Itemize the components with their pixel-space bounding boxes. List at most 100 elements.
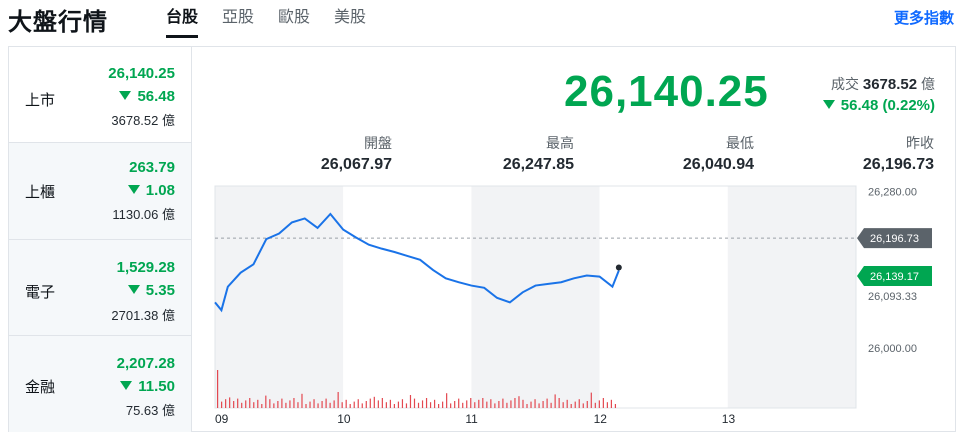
volume-bar	[421, 400, 424, 408]
volume-bar	[450, 403, 452, 408]
volume-bar	[225, 399, 227, 408]
volume-bar	[313, 399, 315, 408]
volume-bar	[397, 401, 400, 408]
volume-bar	[305, 404, 307, 408]
volume-bar	[257, 399, 259, 408]
volume-bar	[241, 402, 243, 408]
tab-europe[interactable]: 歐股	[278, 9, 311, 26]
sidebar-item-price: 263.79	[129, 159, 175, 176]
more-indices-link[interactable]: 更多指數	[893, 10, 954, 27]
volume-bar	[385, 402, 387, 408]
volume-bar	[433, 399, 436, 408]
sidebar-item-listed[interactable]: 上市 26,140.25 56.48 3678.52 億	[9, 47, 191, 143]
volume-bar	[526, 404, 528, 408]
stat-open: 開盤 26,067.97	[232, 133, 392, 174]
prev-close-tag	[857, 228, 932, 249]
volume-bar	[610, 399, 612, 408]
volume-bar	[502, 398, 504, 408]
down-arrow-icon	[119, 91, 132, 100]
volume-bar	[534, 399, 536, 408]
volume-bar	[369, 398, 371, 408]
volume-bar	[365, 401, 367, 408]
volume-bar	[494, 403, 496, 408]
last-price-dot	[615, 264, 622, 271]
volume-bar	[474, 402, 476, 408]
volume-bar	[273, 403, 275, 408]
trade-volume: 成交 3678.52 億	[831, 74, 935, 94]
y-tick-label: 26,280.00	[868, 187, 917, 199]
volume-bar	[345, 399, 347, 408]
sidebar-item-volume: 2701.38 億	[111, 308, 175, 323]
hour-band	[727, 186, 856, 408]
volume-bar	[425, 398, 428, 408]
stat-value: 26,247.85	[502, 156, 574, 173]
stat-prev-close: 昨收 26,196.73	[774, 133, 934, 174]
stat-value: 26,067.97	[320, 156, 392, 173]
volume-bar	[506, 402, 508, 408]
volume-value: 3678.52	[862, 76, 918, 93]
volume-bar	[486, 401, 488, 408]
volume-bar	[229, 397, 231, 408]
volume-bar	[389, 399, 391, 408]
volume-bar	[405, 403, 408, 408]
hour-band	[471, 186, 600, 408]
volume-bar	[598, 400, 600, 408]
volume-bar	[333, 400, 335, 408]
hour-band	[599, 186, 728, 408]
volume-bar	[590, 392, 592, 408]
sidebar-item-price: 26,140.25	[108, 65, 175, 82]
tab-us[interactable]: 美股	[334, 9, 367, 26]
sidebar-item-otc[interactable]: 上櫃 263.79 1.08 1130.06 億	[9, 143, 191, 240]
volume-bar	[337, 392, 339, 408]
sidebar-item-volume: 75.63 億	[125, 403, 175, 418]
volume-bar	[466, 400, 468, 408]
stat-value: 26,196.73	[862, 156, 934, 173]
sidebar-item-finance[interactable]: 金融 2,207.28 11.50 75.63 億	[9, 336, 191, 432]
tab-asia[interactable]: 亞股	[222, 9, 255, 26]
volume-bar	[381, 398, 383, 408]
volume-bar	[321, 401, 323, 408]
volume-bar	[546, 398, 548, 408]
sidebar-item-change: 56.48	[137, 88, 175, 105]
volume-bar	[490, 399, 492, 408]
hour-band	[215, 186, 344, 408]
volume-bar	[482, 398, 484, 408]
volume-bar	[353, 401, 355, 408]
sidebar-item-price: 1,529.28	[116, 259, 175, 276]
volume-bar	[237, 398, 239, 408]
volume-bar	[409, 395, 412, 408]
volume-bar	[498, 401, 500, 408]
volume-bar	[550, 402, 552, 408]
volume-bar	[341, 402, 343, 408]
volume-bar	[417, 402, 420, 408]
volume-bar	[317, 403, 319, 408]
volume-bar	[221, 401, 223, 408]
x-tick-label: 10	[337, 412, 351, 426]
tab-taiwan[interactable]: 台股	[166, 8, 199, 38]
down-arrow-icon	[127, 185, 140, 194]
sidebar-item-electronics[interactable]: 電子 1,529.28 5.35 2701.38 億	[9, 240, 191, 336]
volume-bar	[429, 402, 432, 408]
volume-bar	[606, 402, 608, 408]
volume-bar	[309, 401, 311, 408]
volume-bar	[438, 404, 440, 408]
volume-label: 成交	[830, 76, 859, 92]
volume-bar	[470, 398, 472, 408]
volume-bar	[361, 403, 363, 408]
volume-bar	[574, 401, 576, 408]
hour-band	[343, 186, 472, 408]
sidebar-item-name: 電子	[25, 284, 56, 301]
volume-bar	[277, 401, 279, 408]
sidebar-item-name: 金融	[25, 379, 56, 396]
price-change-value: 56.48 (0.22%)	[840, 97, 935, 114]
volume-bar	[377, 400, 379, 408]
sidebar-item-volume: 1130.06 億	[112, 207, 175, 222]
volume-bar	[566, 399, 568, 408]
volume-bar	[329, 402, 331, 408]
x-tick-label: 11	[465, 412, 478, 426]
volume-bar	[510, 400, 512, 408]
volume-bar	[462, 402, 464, 408]
x-tick-label: 09	[215, 412, 229, 426]
volume-bar	[458, 398, 460, 408]
volume-bar	[442, 401, 444, 408]
